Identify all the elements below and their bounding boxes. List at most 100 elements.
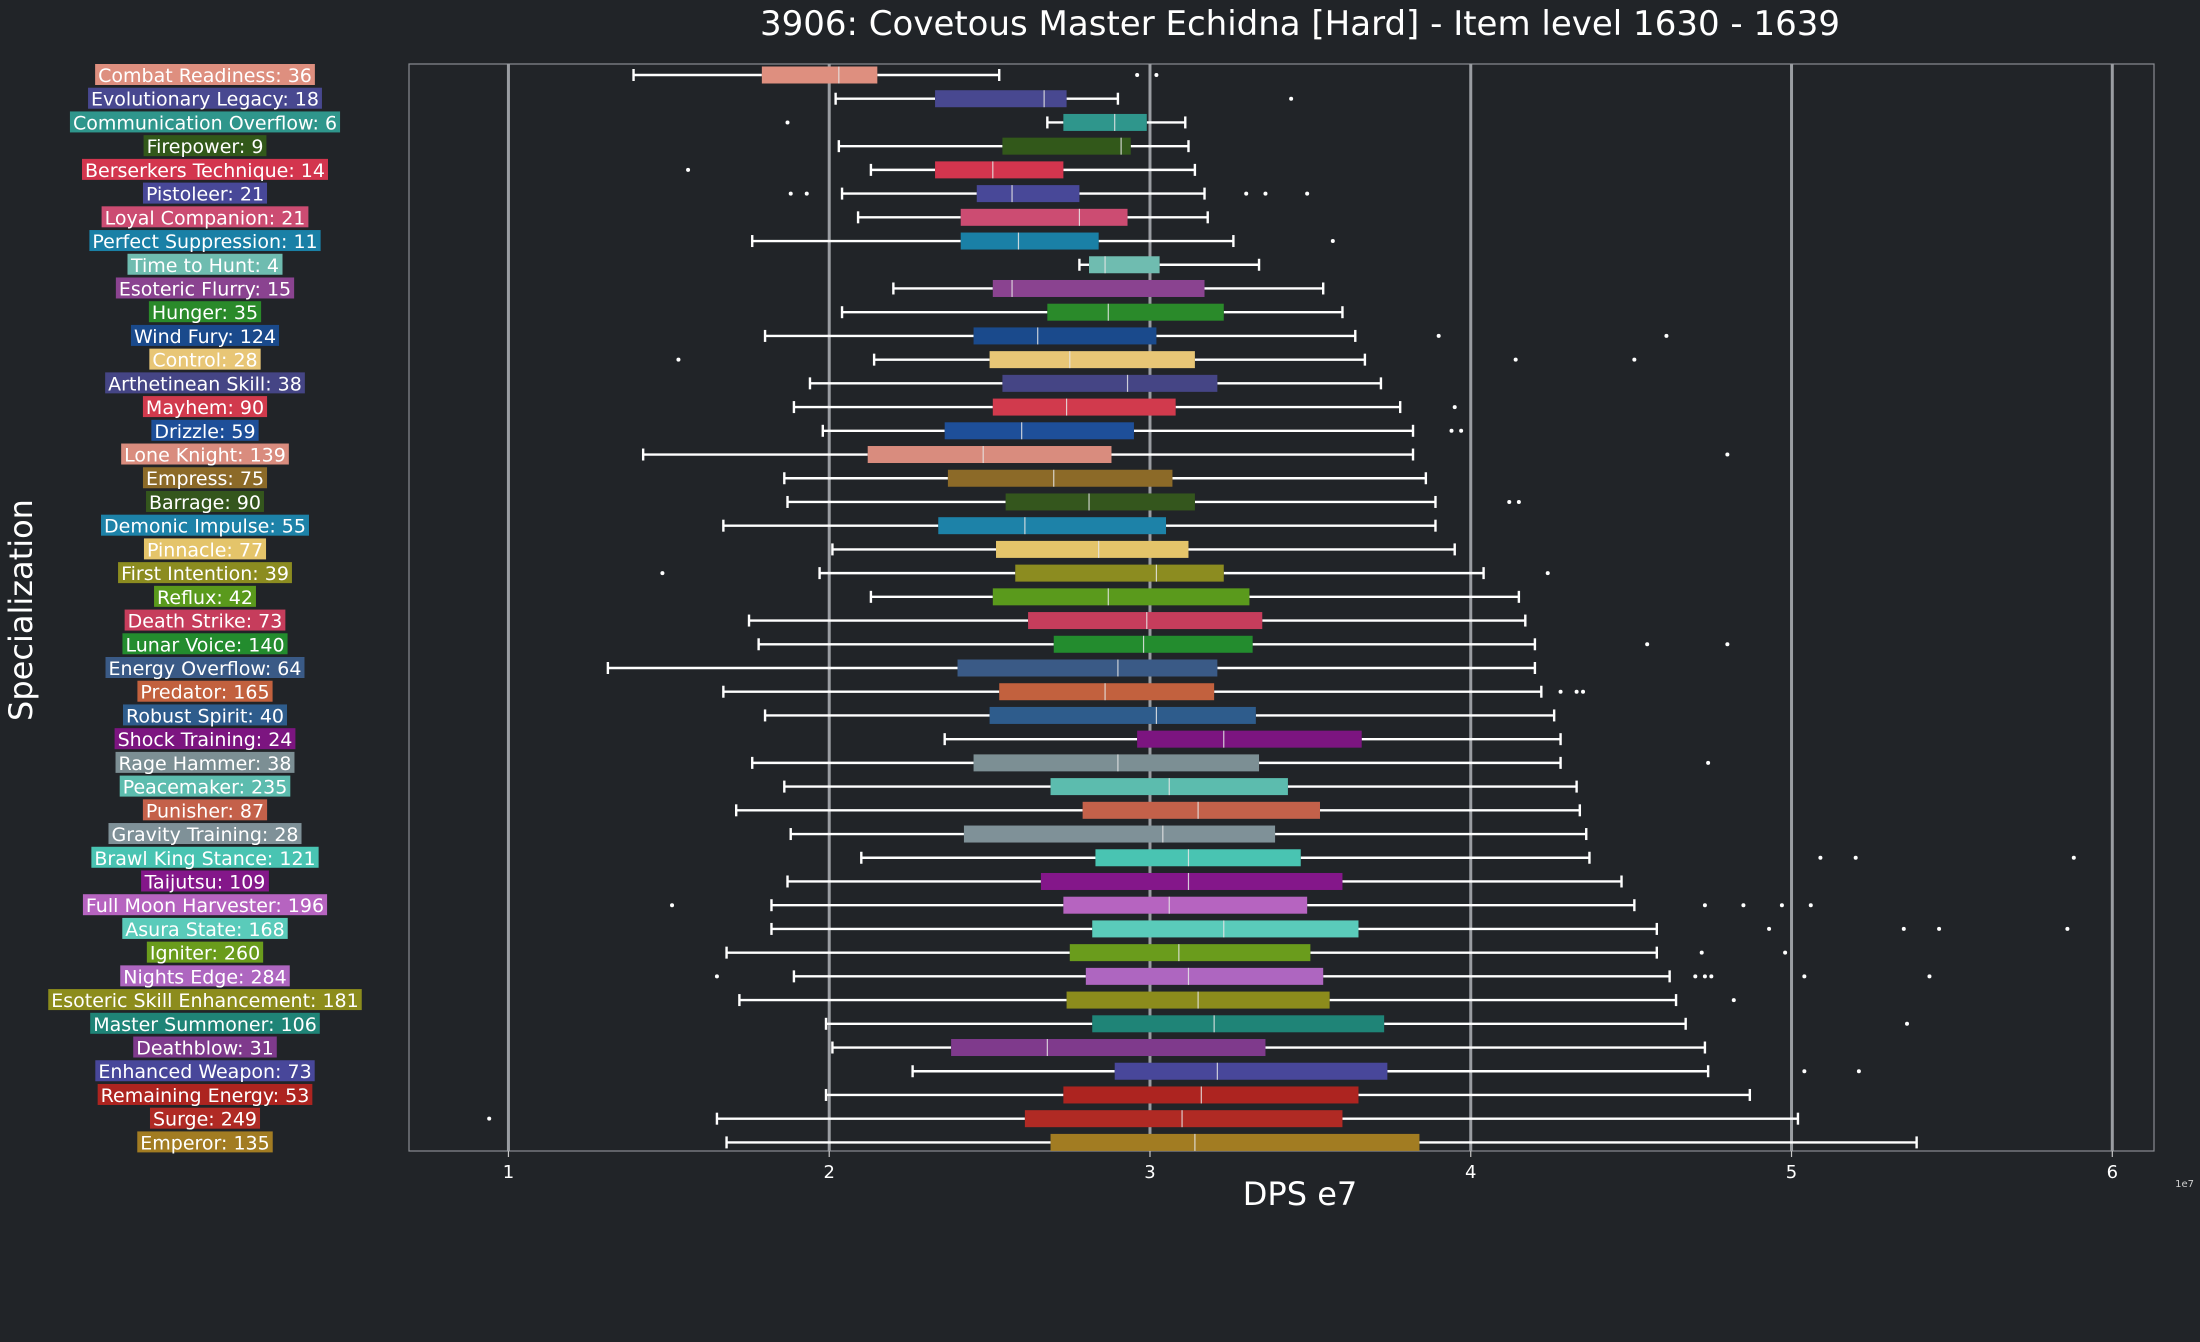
box-iqr (935, 90, 1067, 108)
box-iqr (957, 659, 1218, 677)
category-label: Energy Overflow: 64 (105, 657, 305, 680)
category-label-text: Gravity Training: 28 (111, 824, 298, 846)
category-label-background (122, 633, 288, 655)
outlier-point (1305, 191, 1310, 196)
y-axis-label: Specialization (2, 499, 40, 721)
category-label: Asura State: 168 (122, 917, 288, 941)
outlier-point (1574, 689, 1579, 694)
box-plot-row (725, 1133, 1918, 1151)
category-label-text: Energy Overflow: 64 (109, 658, 302, 680)
category-label-background (142, 799, 268, 821)
category-label: Nights Edge: 284 (120, 965, 290, 988)
category-label-background (142, 467, 268, 489)
category-label-background (149, 1107, 261, 1129)
category-label-text: Taijutsu: 109 (144, 871, 266, 893)
category-label-text: Hunger: 35 (152, 302, 258, 324)
category-label-background (154, 585, 256, 607)
category-label: Igniter: 260 (146, 941, 264, 965)
category-label-text: Control: 28 (152, 350, 257, 372)
outlier-point (1702, 903, 1707, 908)
x-scale-note: 1e7 (2175, 1179, 2194, 1190)
box-plot-row (763, 706, 1556, 724)
category-label: Berserkers Technique: 14 (82, 158, 328, 182)
chart-title: 3906: Covetous Master Echidna [Hard] - I… (760, 4, 1840, 44)
category-label-background (141, 870, 269, 892)
box-plot-row (792, 398, 1457, 416)
category-label: Lunar Voice: 140 (122, 633, 288, 656)
box-plot-row (722, 517, 1437, 535)
box-iqr (999, 683, 1215, 701)
category-label-background (120, 965, 290, 987)
box-iqr (1063, 896, 1308, 914)
box-iqr (973, 327, 1157, 345)
box-plot-row (725, 944, 1788, 962)
box-iqr (935, 161, 1064, 179)
outlier-point (1459, 428, 1464, 433)
category-label: Mayhem: 90 (142, 396, 268, 419)
outlier-point (487, 1116, 492, 1121)
category-label-background (121, 443, 289, 465)
category-label-background (137, 1131, 273, 1153)
box-plot-row (751, 754, 1711, 772)
category-label-text: Shock Training: 24 (118, 729, 293, 751)
category-label-background (108, 823, 302, 845)
box-plot-row (837, 137, 1190, 155)
box-plot-row (670, 896, 1813, 914)
box-iqr (1053, 635, 1253, 653)
box-iqr (989, 706, 1256, 724)
box-iqr (973, 754, 1260, 772)
category-label: Wind Fury: 124 (130, 324, 280, 348)
category-label-background (143, 538, 267, 560)
category-label-text: Robust Spirit: 40 (126, 705, 284, 727)
category-label: Emperor: 135 (137, 1131, 273, 1154)
box-iqr (1069, 944, 1311, 962)
category-label: Peacemaker: 235 (119, 775, 291, 799)
category-label: Reflux: 42 (154, 585, 256, 609)
x-axis-ticks: 1 2 3 4 5 6 (503, 1151, 2118, 1183)
outlier-point (1725, 642, 1730, 647)
box-plot-row (831, 540, 1456, 558)
category-label-background (146, 941, 264, 963)
outlier-point (1516, 499, 1521, 504)
box-plot-row (892, 279, 1325, 297)
category-label: Pistoleer: 21 (142, 182, 268, 206)
category-label-text: Punisher: 87 (146, 800, 264, 822)
outlier-point (1699, 950, 1704, 955)
category-label-text: Peacemaker: 235 (123, 777, 288, 799)
outlier-point (1263, 191, 1268, 196)
box-plot-row (632, 66, 1159, 84)
box-iqr (1002, 137, 1131, 155)
outlier-point (1853, 855, 1858, 860)
box-plot-row (821, 422, 1464, 440)
box-iqr (1095, 849, 1301, 867)
box-iqr (944, 422, 1134, 440)
category-label-background (124, 609, 286, 631)
box-iqr (951, 1039, 1266, 1057)
box-plot-row (1078, 256, 1261, 274)
box-plot-row (789, 825, 1588, 843)
box-iqr (1005, 493, 1195, 511)
outlier-point (1741, 903, 1746, 908)
box-plot-row (840, 303, 1344, 321)
category-label-background (101, 514, 309, 536)
category-label-background (115, 277, 295, 299)
category-label: Perfect Suppression: 11 (89, 230, 321, 253)
category-label-background (97, 1083, 313, 1105)
x-tick-label: 3 (1144, 1162, 1155, 1183)
category-label-text: Combat Readiness: 36 (98, 65, 312, 87)
category-label-background (95, 64, 315, 85)
box-iqr (989, 351, 1195, 369)
category-label: Lone Knight: 139 (121, 443, 289, 467)
plot-area (408, 63, 2155, 1152)
category-label-text: Drizzle: 59 (154, 421, 255, 443)
outlier-point (1901, 926, 1906, 931)
outlier-point (1709, 974, 1714, 979)
outlier-point (1135, 73, 1140, 77)
box-plot-row (869, 588, 1521, 606)
outlier-point (2065, 926, 2070, 931)
category-label-text: Predator: 165 (140, 682, 269, 704)
box-iqr (1047, 303, 1224, 321)
box-plot-row (785, 113, 1187, 131)
outlier-point (788, 191, 793, 196)
